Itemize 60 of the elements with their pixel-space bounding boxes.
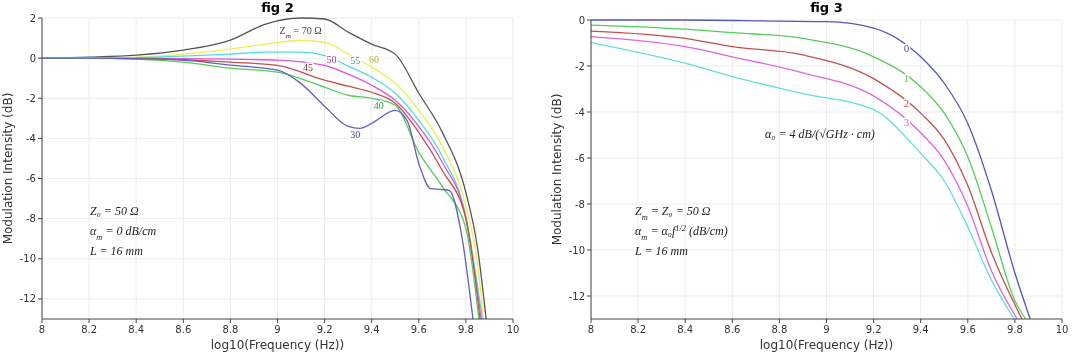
y-tick-label: 0: [578, 14, 585, 26]
x-tick-label: 9.2: [865, 324, 882, 335]
x-tick-label: 9: [823, 324, 830, 335]
annotation: α$_{m}$ = α₀f$^{1/2}$ (dB/cm): [635, 223, 728, 242]
x-tick-label: 8.6: [724, 324, 741, 335]
series-label: 2: [903, 96, 910, 109]
series-label: 3: [903, 115, 910, 128]
y-tick-label: -6: [26, 173, 36, 185]
y-tick-label: -8: [575, 198, 585, 210]
series-label: 55: [350, 55, 361, 67]
x-axis-title: log10(Frequency (Hz)): [210, 338, 345, 352]
annotation: α₀ = 4 dB/(√GHz · cm): [765, 127, 875, 141]
y-tick-label: -10: [568, 244, 585, 256]
series-label: Z$_{m}$ = 70 Ω: [279, 25, 322, 40]
x-axis-title: log10(Frequency (Hz)): [759, 338, 894, 352]
series-label: 0: [903, 42, 910, 55]
series-label: 1: [903, 71, 910, 84]
chart-title: fig 2: [261, 0, 294, 15]
annotation: L = 16 mm: [89, 244, 144, 258]
series-label: 30: [350, 129, 361, 141]
x-tick-label: 8: [38, 324, 46, 335]
x-tick-label: 8.4: [677, 324, 694, 335]
y-tick-label: -10: [19, 253, 36, 265]
y-tick-label: -2: [575, 60, 585, 72]
y-axis-title: Modulation Intensity (dB): [550, 93, 564, 246]
x-tick-label: 8: [587, 324, 595, 335]
y-tick-label: -6: [575, 152, 585, 164]
x-tick-label: 8.6: [175, 324, 192, 335]
x-tick-label: 10: [1055, 324, 1069, 335]
x-tick-label: 8.8: [771, 324, 788, 335]
x-tick-label: 8.4: [128, 324, 145, 335]
series-label: 60: [368, 53, 379, 65]
y-tick-label: -4: [26, 132, 36, 144]
annotation: α$_{m}$ = 0 dB/cm: [90, 224, 157, 242]
y-tick-label: -12: [19, 293, 36, 305]
y-tick-label: -12: [568, 290, 585, 302]
y-tick-label: 0: [29, 52, 36, 64]
x-tick-label: 9.4: [363, 324, 380, 335]
chart-title: fig 3: [810, 0, 843, 15]
x-tick-label: 8.8: [222, 324, 239, 335]
x-tick-label: 10: [506, 324, 520, 335]
series-label: 40: [373, 100, 384, 112]
x-tick-label: 9: [274, 324, 281, 335]
x-tick-label: 8.2: [81, 324, 98, 335]
x-tick-label: 9.4: [912, 324, 929, 335]
y-tick-label: -4: [575, 106, 585, 118]
x-tick-label: 9.8: [1006, 324, 1023, 335]
series-label: 45: [303, 61, 314, 73]
y-tick-label: -2: [26, 92, 36, 104]
annotation: Z$_{m}$ = Z₀ = 50 Ω: [635, 204, 711, 222]
x-tick-label: 8.2: [630, 324, 647, 335]
y-axis-title: Modulation Intensity (dB): [1, 92, 15, 245]
x-tick-label: 9.8: [457, 324, 474, 335]
x-tick-label: 9.6: [410, 324, 427, 335]
x-tick-label: 9.2: [316, 324, 333, 335]
y-tick-label: 2: [29, 12, 36, 24]
annotation: L = 16 mm: [634, 244, 689, 258]
y-tick-label: -8: [26, 213, 36, 225]
x-tick-label: 9.6: [959, 324, 976, 335]
annotation: Z₀ = 50 Ω: [90, 204, 139, 218]
